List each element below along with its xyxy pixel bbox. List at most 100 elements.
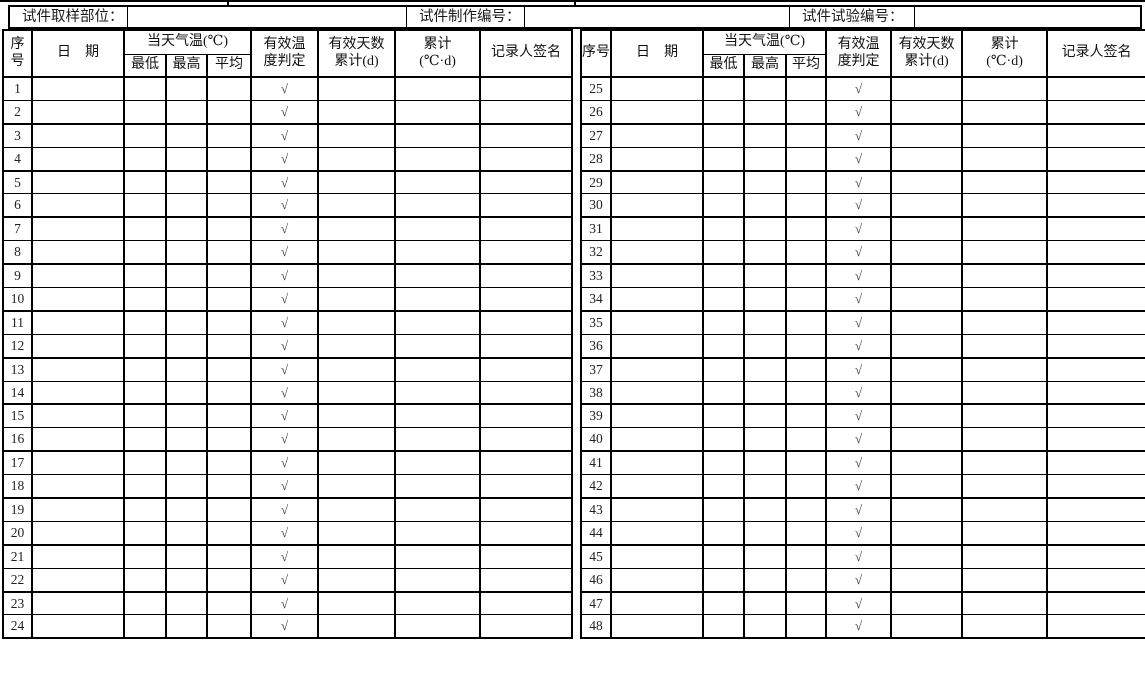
- temp-max-cell: [165, 99, 208, 125]
- judge-cell: √: [825, 403, 893, 429]
- temp-max-cell: [743, 544, 788, 569]
- signature-cell: [1046, 240, 1145, 266]
- temp-max-cell: [743, 520, 788, 546]
- date-cell: [31, 146, 125, 172]
- date-cell: [31, 544, 125, 569]
- sampling-location-label: 试件取样部位：: [10, 7, 128, 27]
- table-row: 18 √: [2, 474, 574, 500]
- temp-max-cell: [165, 240, 208, 266]
- table-row: 43 √: [580, 497, 1145, 522]
- cumulative-cell: [961, 170, 1049, 195]
- temp-avg-cell: [785, 76, 828, 101]
- table-row: 24 √: [2, 614, 574, 640]
- seq-cell: 1: [2, 76, 33, 101]
- seq-cell: 6: [2, 193, 33, 219]
- table-row: 41 √: [580, 450, 1145, 476]
- temp-min-cell: [123, 427, 167, 453]
- date-cell: [31, 403, 125, 429]
- date-cell: [31, 310, 125, 335]
- seq-cell: 37: [580, 357, 613, 382]
- date-cell: [610, 287, 705, 312]
- seq-cell: 2: [2, 99, 33, 125]
- days-cell: [890, 497, 964, 522]
- cumulative-cell: [394, 76, 482, 101]
- days-cell: [890, 193, 964, 219]
- judge-cell: √: [250, 76, 320, 101]
- judge-cell: √: [250, 193, 320, 219]
- cumulative-cell: [394, 240, 482, 266]
- temp-min-cell: [702, 380, 746, 406]
- cumulative-cell: [394, 170, 482, 195]
- col-header-judge-line2: 度判定: [263, 53, 306, 69]
- col-header-date: 日 期: [31, 29, 125, 78]
- date-cell: [31, 497, 125, 522]
- temp-max-cell: [165, 146, 208, 172]
- col-header-days-line2: 累计(d): [904, 53, 949, 69]
- col-header-cumulative-line1: 累计: [990, 36, 1019, 52]
- temp-avg-cell: [785, 240, 828, 266]
- temp-max-cell: [743, 310, 788, 335]
- judge-cell: √: [250, 123, 320, 148]
- temp-avg-cell: [785, 427, 828, 453]
- days-cell: [317, 450, 397, 476]
- judge-cell: √: [250, 357, 320, 382]
- judge-cell: √: [825, 170, 893, 195]
- temp-max-cell: [165, 193, 208, 219]
- table-row: 25 √: [580, 76, 1145, 101]
- judge-cell: √: [250, 427, 320, 453]
- seq-cell: 3: [2, 123, 33, 148]
- temp-min-cell: [702, 287, 746, 312]
- judge-cell: √: [250, 474, 320, 500]
- seq-cell: 47: [580, 591, 613, 616]
- cumulative-cell: [961, 310, 1049, 335]
- header-row-2: 最低 最高 平均: [581, 53, 1145, 78]
- cumulative-cell: [961, 357, 1049, 382]
- temp-max-cell: [165, 591, 208, 616]
- judge-cell: √: [825, 146, 893, 172]
- cumulative-cell: [394, 193, 482, 219]
- temp-max-cell: [743, 567, 788, 593]
- temp-min-cell: [123, 263, 167, 289]
- judge-cell: √: [250, 567, 320, 593]
- seq-cell: 13: [2, 357, 33, 382]
- table-row: 46 √: [580, 567, 1145, 593]
- days-cell: [317, 403, 397, 429]
- sampling-location-value: [128, 7, 407, 27]
- seq-cell: 43: [580, 497, 613, 522]
- table-row: 14 √: [2, 380, 574, 406]
- table-row: 45 √: [580, 544, 1145, 569]
- signature-cell: [1046, 193, 1145, 219]
- cumulative-cell: [961, 240, 1049, 266]
- days-cell: [890, 99, 964, 125]
- date-cell: [610, 614, 705, 640]
- temp-max-cell: [743, 380, 788, 406]
- temp-avg-cell: [205, 310, 253, 335]
- judge-cell: √: [825, 76, 893, 101]
- table-row: 4 √: [2, 146, 574, 172]
- cumulative-cell: [961, 520, 1049, 546]
- temp-min-cell: [702, 146, 746, 172]
- cumulative-cell: [394, 146, 482, 172]
- judge-cell: √: [250, 591, 320, 616]
- table-row: 12 √: [2, 333, 574, 359]
- record-tables: 序号 日 期 当天气温(℃) 有效温 度判定 有效天数 累计(d) 累计 (℃·…: [2, 29, 1145, 640]
- cumulative-cell: [961, 427, 1049, 453]
- seq-cell: 46: [580, 567, 613, 593]
- days-cell: [890, 146, 964, 172]
- judge-cell: √: [825, 544, 893, 569]
- judge-cell: √: [825, 123, 893, 148]
- temp-min-cell: [123, 474, 167, 500]
- cumulative-cell: [394, 544, 482, 569]
- signature-cell: [479, 520, 574, 546]
- cumulative-cell: [961, 193, 1049, 219]
- temp-avg-cell: [785, 591, 828, 616]
- cumulative-cell: [961, 146, 1049, 172]
- col-header-judge: 有效温 度判定: [250, 29, 320, 78]
- days-cell: [890, 544, 964, 569]
- days-cell: [317, 193, 397, 219]
- cumulative-cell: [961, 567, 1049, 593]
- cumulative-cell: [961, 333, 1049, 359]
- date-cell: [610, 99, 705, 125]
- date-cell: [31, 99, 125, 125]
- temp-avg-cell: [785, 99, 828, 125]
